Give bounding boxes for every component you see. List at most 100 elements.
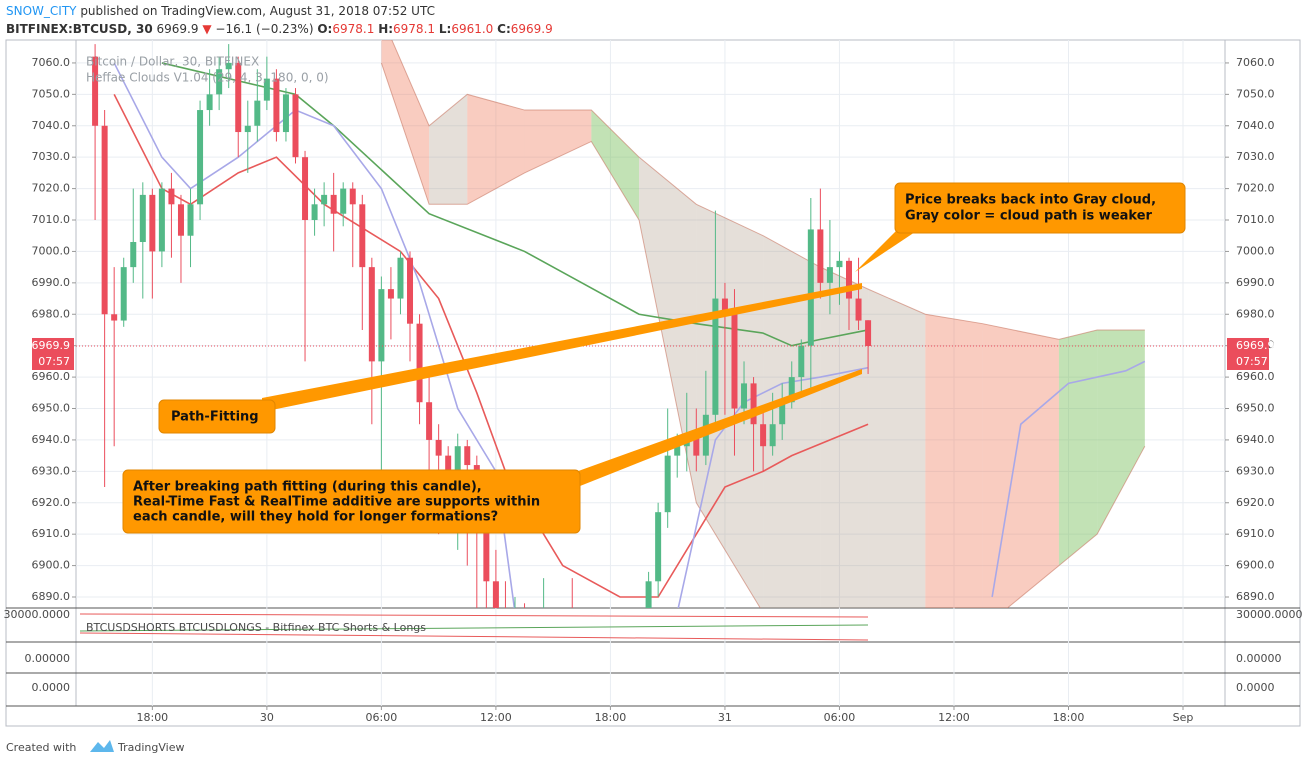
price-tag <box>32 337 74 370</box>
symbol: BITFINEX:BTCUSD, 30 <box>6 22 153 36</box>
y-tick-label: 6950.0 <box>32 402 71 415</box>
indicator-line <box>113 93 869 598</box>
y-tick-label: 7020.0 <box>32 182 71 195</box>
x-tick-label: 18:00 <box>595 711 627 724</box>
candle-body <box>845 260 852 299</box>
candle-body <box>244 125 251 133</box>
price-tag-label: 6969.9 <box>1236 339 1275 352</box>
candle-body <box>397 257 404 299</box>
cloud-segment <box>868 289 926 608</box>
candle-body <box>254 100 261 126</box>
y-tick-label: 6920.0 <box>1236 496 1275 509</box>
x-tick-label: 06:00 <box>824 711 856 724</box>
symbol-line: BITFINEX:BTCUSD, 30 6969.9 ▼ −16.1 (−0.2… <box>6 22 553 36</box>
candle-body <box>92 56 99 126</box>
cloud-edge <box>380 62 1146 608</box>
callout-text: each candle, will they hold for longer f… <box>133 510 498 525</box>
countdown-label: 07:57 <box>1236 355 1268 368</box>
callout-box <box>158 399 276 434</box>
x-tick-label: Sep <box>1173 711 1194 724</box>
candle-body <box>387 289 394 299</box>
axes: 6890.0 6890.0 6900.0 6900.0 6910.0 6910.0 6920… <box>32 56 1275 724</box>
cloud-edge <box>391 40 1145 340</box>
candle-body <box>721 298 728 315</box>
callout-pointer <box>570 369 862 490</box>
x-tick-label: 18:00 <box>136 711 168 724</box>
candle-body <box>855 298 862 321</box>
h-label: H: <box>378 22 393 36</box>
y-tick-label: 6900.0 <box>1236 559 1275 572</box>
cloud-segment <box>381 40 430 205</box>
x-tick-label: 12:00 <box>480 711 512 724</box>
y-tick-label: 7030.0 <box>1236 150 1275 163</box>
cloud-segment <box>820 267 869 608</box>
y-tick-label: 6910.0 <box>32 527 71 540</box>
candle-body <box>492 581 499 608</box>
y-tick-label: 7040.0 <box>1236 119 1275 132</box>
candle-body <box>731 314 738 409</box>
candle-body <box>416 323 423 403</box>
cloud-segment <box>925 314 983 608</box>
price-tag-label: 6969.9 <box>32 339 71 352</box>
candle-body <box>760 424 767 447</box>
brand[interactable]: TradingView <box>117 741 184 754</box>
y-tick-label: 6940.0 <box>32 433 71 446</box>
candle-body <box>216 69 223 95</box>
indicator-line <box>161 62 869 347</box>
arrow: ▼ <box>202 22 212 36</box>
y-tick-label: 6930.0 <box>32 464 71 477</box>
price-tag <box>1227 337 1269 370</box>
y-tick-label: 6960.0 <box>1236 370 1275 383</box>
x-tick-label: 12:00 <box>938 711 970 724</box>
y-tick-label: 6940.0 <box>1236 433 1275 446</box>
candle-body <box>664 455 671 513</box>
callout-pointer <box>855 222 918 272</box>
pane-label: BTCUSDSHORTS BTCUSDLONGS - Bitfinex BTC … <box>86 621 426 634</box>
candle-body <box>435 439 442 456</box>
candle-body <box>836 260 843 268</box>
candle-body <box>645 581 652 608</box>
candle-body <box>330 194 337 214</box>
l-label: L: <box>439 22 451 36</box>
y-tick-label: 6900.0 <box>32 559 71 572</box>
y-tick-label: 6890.0 <box>1236 590 1275 603</box>
cloud-segment <box>1097 329 1145 535</box>
y-tick-label: 6990.0 <box>32 276 71 289</box>
author[interactable]: SNOW_CITY <box>6 4 77 18</box>
candle-body <box>693 433 700 456</box>
shorts-line <box>79 632 869 641</box>
candle-body <box>674 446 681 456</box>
logo[interactable] <box>90 740 114 752</box>
y-tick-label: 7050.0 <box>1236 87 1275 100</box>
x-tick-label: 06:00 <box>366 711 398 724</box>
callout-text: Price breaks back into Gray cloud, <box>905 193 1156 208</box>
candle-body <box>454 446 461 472</box>
candle-body <box>340 188 347 214</box>
y-tick-label: 7010.0 <box>32 213 71 226</box>
candle-body <box>168 188 175 205</box>
pane-tick: 0.00000 <box>25 652 71 665</box>
chart-title: Bitcoin / Dollar, 30, BITFINEX <box>86 55 259 69</box>
candle-body <box>111 314 118 321</box>
candle-body <box>750 383 757 425</box>
y-tick-label: 7040.0 <box>32 119 71 132</box>
footer-text: Created with <box>6 741 76 754</box>
y-tick-label: 7060.0 <box>32 56 71 69</box>
header-line: SNOW_CITY published on TradingView.com, … <box>6 4 435 18</box>
candle-body <box>282 94 289 133</box>
candle-body <box>426 402 433 440</box>
candle-body <box>101 125 108 315</box>
candle-body <box>655 512 662 582</box>
countdown-label: 07:57 <box>38 355 70 368</box>
candle-body <box>149 194 156 252</box>
l-value: 6961.0 <box>451 22 493 36</box>
cloud-segment <box>763 235 821 608</box>
pane-tick: 30000.0000 <box>1236 608 1302 621</box>
longs-line <box>79 624 869 632</box>
frame <box>5 39 1301 727</box>
pane-tick: 30000.0000 <box>4 608 70 621</box>
cloud-segment <box>639 157 697 503</box>
y-tick-label: 6890.0 <box>32 590 71 603</box>
y-tick-label: 7000.0 <box>1236 244 1275 257</box>
